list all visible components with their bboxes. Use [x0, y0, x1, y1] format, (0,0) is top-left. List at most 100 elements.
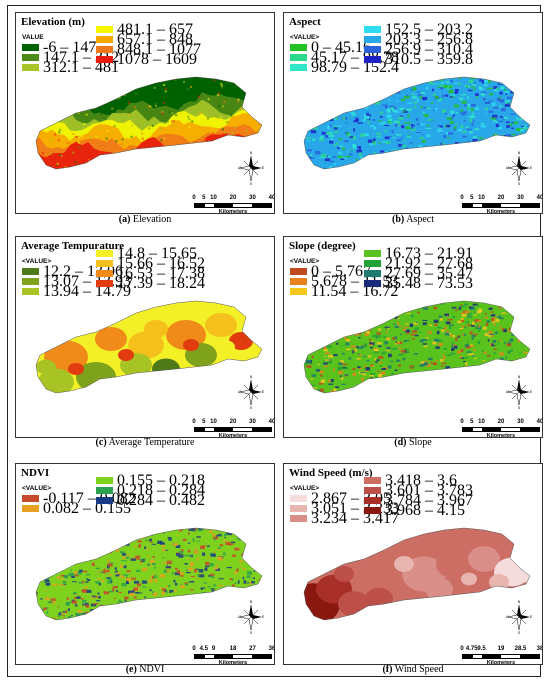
compass-letter: E — [262, 166, 264, 170]
legend-label: 0.082 – 0.155 — [43, 500, 131, 517]
scale-tick-label: 9.5 — [477, 646, 486, 652]
legend-label: 848.1 – 1077 — [117, 41, 201, 58]
scale-unit: Kilometers — [486, 660, 516, 665]
legend-item: 657.1 – 848 — [96, 32, 193, 48]
scale-bar-graphic — [462, 427, 540, 432]
scale-tick-label: 27 — [249, 646, 256, 652]
legend-label: 3.234 – 3.417 — [311, 510, 399, 527]
north-arrow: N E S W — [505, 151, 532, 186]
legend-swatch — [96, 46, 113, 53]
scale-bar: 0 5 10 20 30 40 Kilometers — [460, 419, 542, 437]
legend-item: 0.155 – 0.218 — [96, 473, 205, 489]
scale-tick-label: 0 — [192, 419, 196, 425]
legend-label: 16.53 – 17.38 — [117, 265, 205, 282]
legend-swatch — [290, 44, 307, 51]
north-arrow: N E S W — [237, 151, 264, 186]
legend-label: 14.8 – 15.65 — [117, 245, 197, 262]
panel-caption: (b) Aspect — [283, 214, 543, 225]
legend-label: 256.9 – 310.4 — [385, 41, 473, 58]
legend-label: 203.3 – 256.8 — [385, 31, 473, 48]
scale-tick-label: 30 — [249, 195, 256, 201]
legend-item: 312.1 – 481 — [22, 60, 119, 76]
map-frame: Elevation (m) VALUE -6 – 147 147.1 – 312 312… — [15, 12, 275, 214]
legend-swatch — [290, 495, 307, 502]
compass-letter: W — [238, 615, 241, 619]
scale-tick-label: 18 — [229, 646, 237, 652]
map-panel-temperature: Average Tempurature <VALUE> 12.2 – 13.06 13… — [15, 236, 275, 438]
scale-unit: Kilometers — [218, 433, 248, 438]
scale-bar-segment — [482, 655, 501, 658]
scale-tick-label: 5 — [470, 195, 474, 201]
legend-item: 848.1 – 1077 — [96, 42, 201, 58]
map-raster-layer — [304, 528, 530, 620]
legend-label: 11.54 – 16.72 — [311, 283, 399, 300]
map-panel-elevation: Elevation (m) VALUE -6 – 147 147.1 – 312 312… — [15, 12, 275, 214]
map-frame: Slope (degree) <VALUE> 0 – 5.767 5.678 – 11… — [283, 236, 543, 438]
legend-header: <VALUE> — [290, 485, 320, 492]
legend-swatch — [96, 26, 113, 33]
compass-letter: W — [238, 390, 241, 394]
scale-tick-label: 0 — [460, 195, 464, 201]
map-frame: Aspect <VALUE> 0 – 45.16 45.17 – 98.78 98.79… — [283, 12, 543, 214]
legend-swatch — [22, 268, 39, 275]
caption-letter: (c) — [95, 437, 107, 448]
scale-bar-segment — [252, 655, 271, 658]
scale-bar-graphic — [194, 203, 272, 208]
legend-swatch — [364, 250, 381, 257]
map-raster — [303, 76, 531, 170]
legend-item: 3.784 – 3.967 — [364, 493, 473, 509]
compass-rose-icon: N E S W — [237, 375, 264, 410]
legend-swatch — [96, 487, 113, 494]
compass-letter: S — [250, 631, 253, 634]
compass-rose-icon: N E S W — [237, 600, 264, 635]
scale-bar-segment — [520, 204, 539, 207]
legend-label: 0.218 – 0.284 — [117, 482, 205, 499]
scale-bar-segment — [214, 428, 233, 431]
caption-text: NDVI — [139, 664, 165, 675]
scale-bar-segment — [520, 655, 539, 658]
north-arrow: N E S W — [237, 375, 264, 410]
legend-item: 203.3 – 256.8 — [364, 32, 473, 48]
compass-letter: N — [250, 600, 253, 604]
scale-tick-label: 36 — [268, 646, 275, 652]
compass-letter: N — [518, 600, 521, 604]
scale-tick-label: 9 — [211, 646, 216, 652]
compass-letter: S — [518, 406, 521, 409]
map-title: NDVI — [21, 467, 50, 479]
scale-tick-row: 0 5 10 20 30 40 — [192, 419, 274, 427]
compass-letter: S — [518, 182, 521, 185]
legend-swatch — [290, 515, 307, 522]
legend-swatch — [364, 46, 381, 53]
map-title: Aspect — [289, 16, 321, 28]
legend-item: 3.418 – 3.6 — [364, 473, 457, 489]
scale-bar: 0 5 10 20 30 40 Kilometers — [192, 419, 274, 438]
scale-unit: Kilometers — [486, 209, 516, 214]
caption-text: Slope — [408, 437, 432, 448]
scale-tick-label: 28.5 — [514, 646, 527, 652]
legend-swatch — [364, 487, 381, 494]
caption-letter: (e) — [125, 664, 137, 675]
legend-item: 0.082 – 0.155 — [22, 501, 131, 517]
legend-swatch — [96, 250, 113, 257]
legend-item: 11.54 – 16.72 — [290, 284, 398, 300]
legend-label: 3.784 – 3.967 — [385, 492, 473, 509]
legend-label: 15.66 – 16.52 — [117, 255, 205, 272]
map-raster — [35, 300, 263, 394]
scale-bar-segment — [463, 204, 473, 207]
scale-bar-segment — [195, 655, 205, 658]
legend-swatch — [290, 64, 307, 71]
compass-letter: W — [238, 166, 241, 170]
legend-label: 0 – 45.16 — [311, 39, 371, 56]
scale-tick-label: 0 — [192, 646, 196, 652]
scale-tick-label: 10 — [478, 419, 485, 425]
legend-swatch — [22, 44, 39, 51]
legend-item: 0 – 45.16 — [290, 40, 371, 56]
scale-bar-segment — [252, 428, 271, 431]
legend-label: 3.968 – 4.15 — [385, 502, 465, 519]
legend-swatch — [96, 280, 113, 287]
compass-letter: E — [262, 615, 264, 619]
legend-swatch — [364, 477, 381, 484]
map-raster-layer — [36, 528, 262, 620]
legend-swatch — [22, 278, 39, 285]
map-panel-aspect: Aspect <VALUE> 0 – 45.16 45.17 – 98.78 98.79… — [283, 12, 543, 214]
